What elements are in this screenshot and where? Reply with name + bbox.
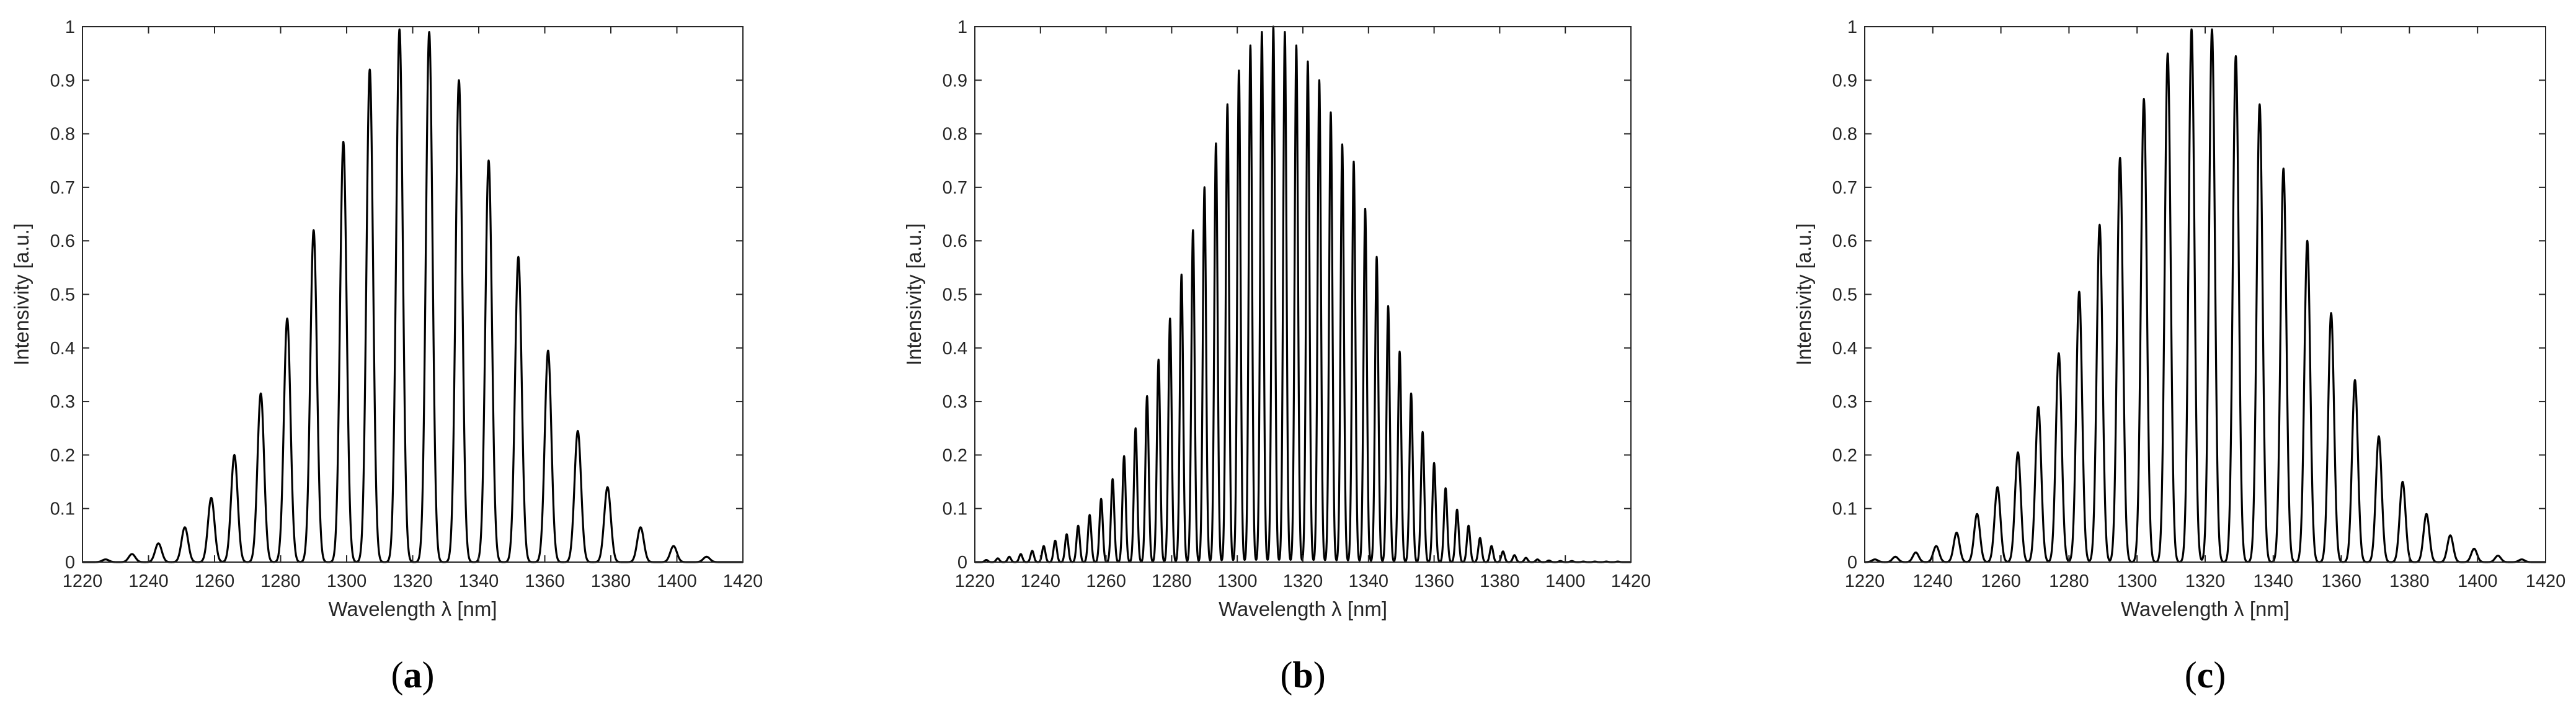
- y-tick-label: 0.3: [1832, 392, 1857, 412]
- x-tick-label: 1340: [1349, 571, 1389, 591]
- y-tick-label: 0.9: [50, 71, 75, 91]
- y-axis-label: Intensivity [a.u.]: [1792, 223, 1815, 365]
- x-tick-label: 1220: [63, 571, 103, 591]
- y-tick-label: 0.5: [943, 285, 967, 305]
- panel-caption: (c): [2185, 655, 2226, 695]
- y-tick-label: 0.2: [50, 445, 75, 465]
- y-tick-label: 0.3: [943, 392, 967, 412]
- panel-caption: (b): [1280, 655, 1325, 695]
- y-tick-label: 0: [65, 553, 75, 573]
- x-tick-label: 1260: [1981, 571, 2021, 591]
- y-tick-label: 0.4: [1832, 339, 1857, 359]
- y-tick-label: 1: [65, 17, 75, 37]
- x-tick-label: 1420: [1611, 571, 1651, 591]
- y-tick-label: 0: [1847, 553, 1857, 573]
- plot-frame: [82, 26, 744, 563]
- chart-panel-c: 1220 1240 1260 1280 1300 1320 1340 1360 1380 1400…: [1792, 17, 2565, 695]
- x-tick-label: 1380: [1480, 571, 1520, 591]
- x-tick-label: 1220: [955, 571, 995, 591]
- x-tick-label: 1360: [525, 571, 565, 591]
- y-tick-label: 0.9: [1832, 71, 1857, 91]
- x-tick-label: 1260: [1086, 571, 1126, 591]
- x-tick-label: 1300: [1217, 571, 1258, 591]
- y-tick-label: 0.4: [943, 339, 967, 359]
- chart-panel-a: 1220 1240 1260 1280 1300 1320 1340 1360 1380 1400…: [10, 17, 763, 695]
- y-tick-label: 0.7: [943, 178, 967, 198]
- y-tick-label: 0.5: [50, 285, 75, 305]
- y-tick-label: 0.7: [50, 178, 75, 198]
- y-tick-label: 0.1: [943, 499, 967, 519]
- y-tick-label: 1: [957, 17, 967, 37]
- y-tick-label: 0.3: [50, 392, 75, 412]
- x-tick-label: 1280: [1152, 571, 1192, 591]
- panel-letter: a: [404, 655, 422, 695]
- x-axis-label: Wavelength λ [nm]: [2121, 597, 2290, 620]
- y-tick-label: 0.7: [1832, 178, 1857, 198]
- x-tick-label: 1300: [327, 571, 367, 591]
- x-tick-label: 1420: [723, 571, 763, 591]
- y-tick-label: 0.2: [943, 445, 967, 465]
- chart-panel-b: 1220 1240 1260 1280 1300 1320 1340 1360 1380 1400…: [902, 17, 1651, 695]
- y-tick-label: 0.4: [50, 339, 75, 359]
- x-tick-label: 1320: [1283, 571, 1323, 591]
- x-tick-label: 1380: [591, 571, 631, 591]
- x-tick-label: 1280: [260, 571, 301, 591]
- x-axis-label: Wavelength λ [nm]: [1219, 597, 1387, 620]
- y-tick-label: 0.6: [50, 231, 75, 251]
- x-tick-label: 1400: [657, 571, 697, 591]
- x-tick-label: 1420: [2526, 571, 2566, 591]
- fringe-series-line: [81, 28, 744, 563]
- y-tick-label: 0.9: [943, 71, 967, 91]
- plot-frame: [1864, 26, 2546, 563]
- x-tick-label: 1320: [2185, 571, 2226, 591]
- y-tick-label: 0.6: [943, 231, 967, 251]
- x-tick-label: 1240: [128, 571, 169, 591]
- x-axis-label: Wavelength λ [nm]: [328, 597, 497, 620]
- y-tick-label: 0: [957, 553, 967, 573]
- y-tick-label: 0.6: [1832, 231, 1857, 251]
- y-tick-label: 0.8: [1832, 125, 1857, 145]
- x-tick-label: 1300: [2117, 571, 2157, 591]
- x-tick-label: 1220: [1845, 571, 1885, 591]
- y-tick-label: 0.8: [50, 125, 75, 145]
- x-tick-label: 1400: [2458, 571, 2498, 591]
- y-axis-label: Intensivity [a.u.]: [902, 223, 925, 365]
- y-tick-label: 0.1: [50, 499, 75, 519]
- x-tick-label: 1340: [2254, 571, 2294, 591]
- panel-caption: (a): [391, 655, 435, 695]
- x-tick-label: 1260: [195, 571, 235, 591]
- y-tick-label: 1: [1847, 17, 1857, 37]
- fringe-series-line: [1863, 28, 2547, 563]
- plot-frame: [974, 26, 1632, 563]
- y-tick-label: 0.2: [1832, 445, 1857, 465]
- y-tick-label: 0.5: [1832, 285, 1857, 305]
- x-tick-label: 1380: [2389, 571, 2430, 591]
- fringe-series-line: [974, 25, 1632, 563]
- y-tick-label: 0.8: [943, 125, 967, 145]
- x-tick-label: 1340: [459, 571, 499, 591]
- x-tick-label: 1360: [2321, 571, 2361, 591]
- x-tick-label: 1320: [393, 571, 433, 591]
- panel-letter: b: [1292, 655, 1313, 695]
- y-axis-label: Intensivity [a.u.]: [10, 223, 33, 365]
- x-tick-label: 1280: [2049, 571, 2089, 591]
- x-tick-label: 1360: [1414, 571, 1454, 591]
- x-tick-label: 1240: [1913, 571, 1953, 591]
- y-tick-label: 0.1: [1832, 499, 1857, 519]
- x-tick-label: 1400: [1545, 571, 1586, 591]
- panel-letter: c: [2197, 655, 2214, 695]
- x-tick-label: 1240: [1021, 571, 1061, 591]
